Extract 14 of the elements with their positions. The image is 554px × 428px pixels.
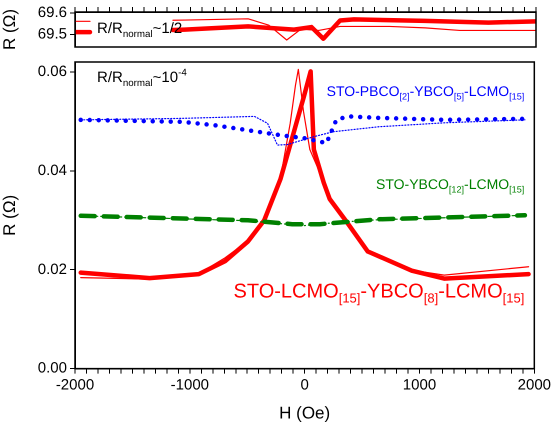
y-tick-label: 69.5: [38, 25, 67, 42]
x-tick-label: 0: [300, 376, 309, 394]
x-tick-label: 1000: [402, 376, 436, 394]
x-tick-label: -2000: [56, 376, 94, 394]
y-tick-label: 69.6: [38, 4, 67, 22]
x-axis-title: H (Oe): [279, 403, 330, 422]
y-tick-label: 0.00: [38, 360, 67, 377]
x-tick-label: -1000: [170, 376, 210, 394]
y-tick-label: 0.06: [38, 63, 67, 80]
x-tick-label: 2000: [518, 376, 552, 394]
y-tick-label: 0.04: [38, 162, 67, 179]
y-tick-label: 0.02: [38, 260, 67, 278]
y-axis-title: R (Ω): [0, 8, 19, 50]
y-axis-title: R (Ω): [0, 194, 19, 236]
